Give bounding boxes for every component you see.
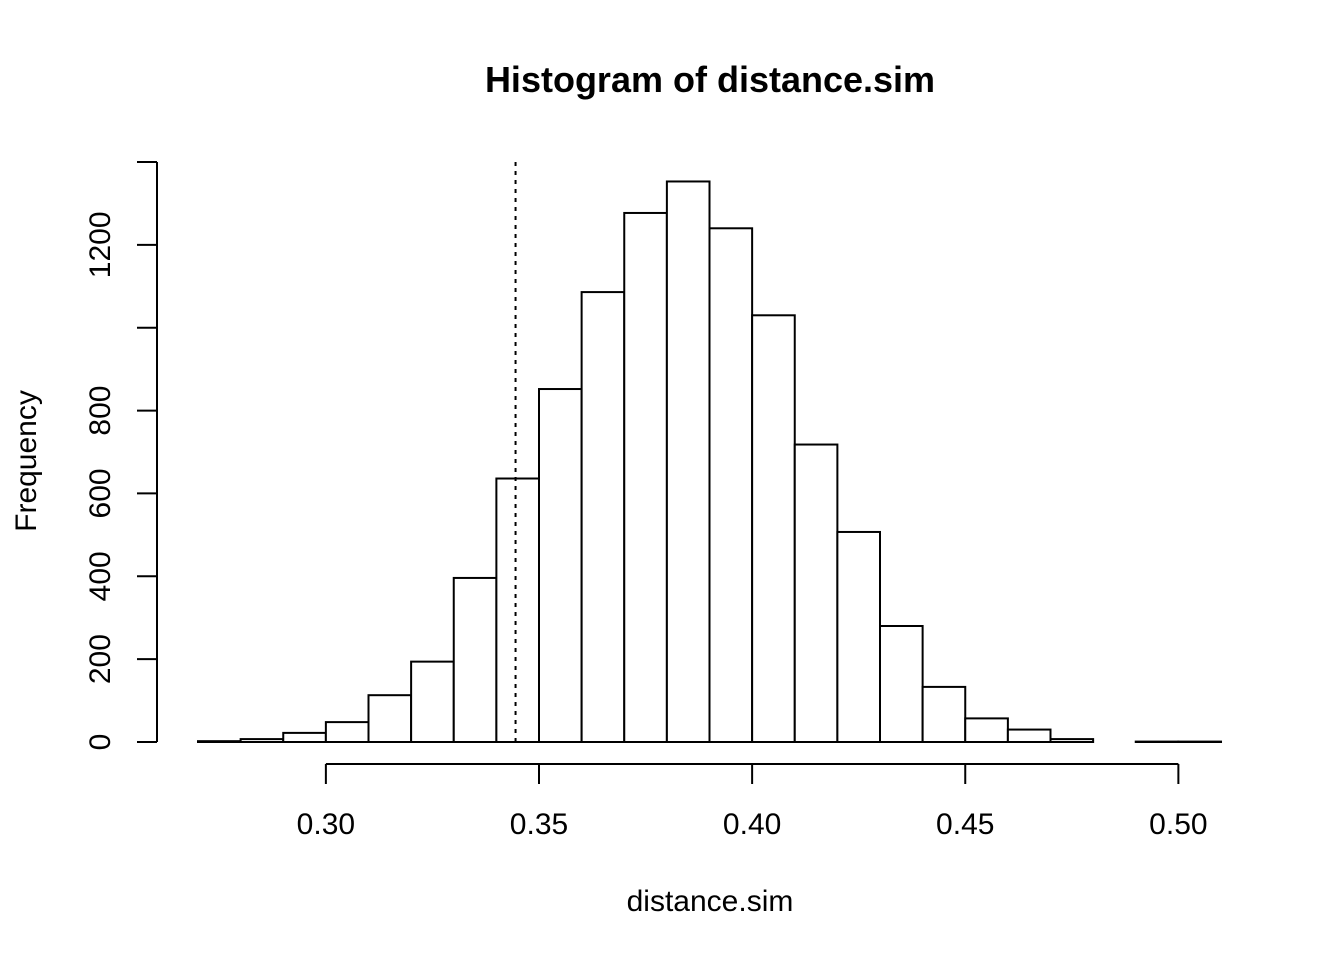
histogram-bar (495, 477, 541, 743)
y-tick-label: 400 (84, 551, 117, 601)
histogram-bar (197, 740, 242, 743)
y-tick-label: 800 (84, 386, 117, 436)
histogram-bar (793, 443, 839, 743)
y-axis-label: Frequency (10, 390, 43, 532)
histogram-bar (538, 388, 583, 743)
histogram-bar (836, 530, 881, 744)
x-tick-label: 0.40 (723, 808, 781, 841)
histogram-bar (239, 738, 285, 743)
histogram-bar (1049, 738, 1095, 743)
histogram-bar (580, 291, 626, 743)
x-tick-label: 0.45 (936, 808, 994, 841)
x-axis: 0.30 0.35 0.40 0.45 0.50 (297, 763, 1208, 841)
x-axis-label: distance.sim (627, 885, 794, 918)
y-tick-label: 0 (84, 734, 117, 751)
histogram-bar (751, 314, 796, 743)
histogram-bar (324, 721, 370, 743)
y-axis: 0 200 400 600 800 1200 (84, 161, 158, 751)
histogram-bar (665, 180, 711, 744)
x-tick-label: 0.35 (510, 808, 568, 841)
histogram-bar (708, 227, 754, 744)
histogram-bar (410, 660, 455, 744)
y-tick-label: 200 (84, 634, 117, 684)
y-tick-label: 1200 (84, 211, 117, 278)
x-tick-label: 0.30 (297, 808, 355, 841)
histogram-bar (367, 694, 413, 744)
histogram-bar (1006, 728, 1052, 744)
histogram-bar (452, 576, 498, 743)
histogram-bars (197, 180, 1223, 744)
histogram-bar (282, 731, 327, 744)
x-tick-label: 0.50 (1149, 808, 1207, 841)
y-tick-label: 600 (84, 468, 117, 518)
histogram-bar (623, 211, 668, 743)
chart-title: Histogram of distance.sim (485, 59, 935, 100)
histogram-bar (964, 717, 1009, 744)
histogram-bar (879, 625, 924, 743)
histogram-bar (921, 685, 967, 744)
